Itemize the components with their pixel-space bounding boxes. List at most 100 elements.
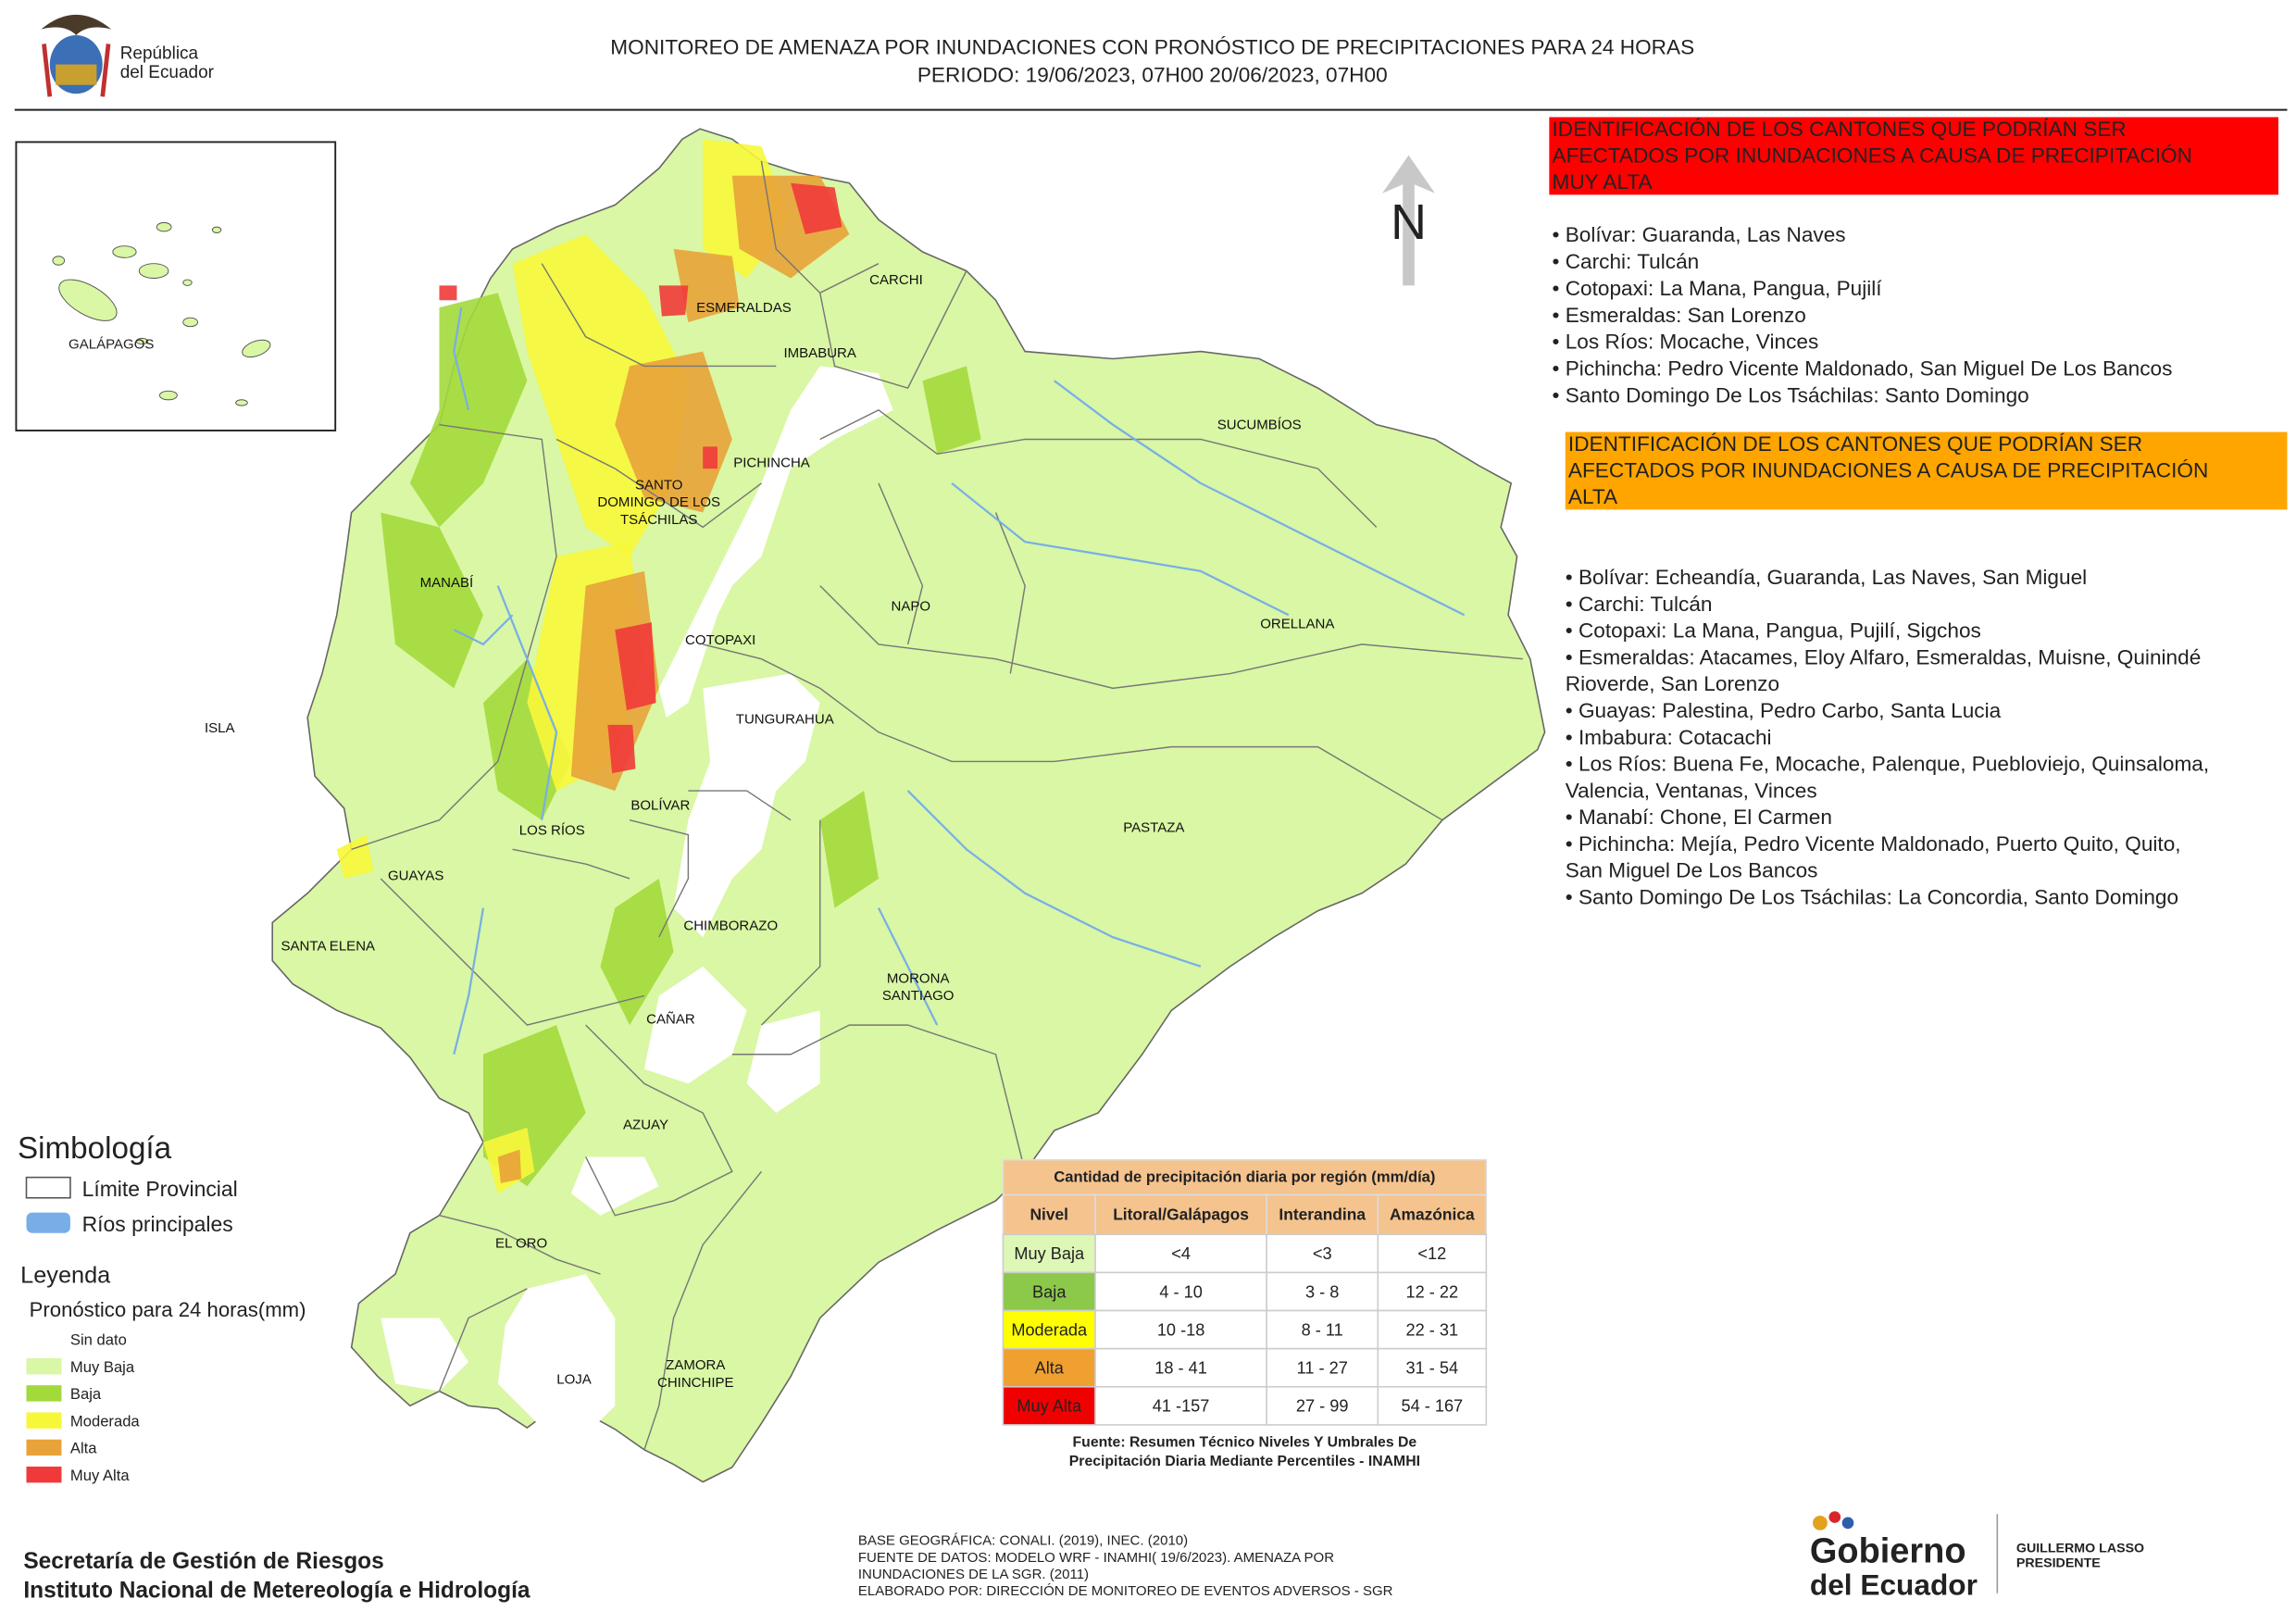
legend-swatch bbox=[26, 1466, 62, 1483]
boundary-swatch bbox=[25, 1176, 71, 1199]
province-boundary bbox=[541, 263, 777, 368]
high-item: • Bolívar: Echeandía, Guaranda, Las Nave… bbox=[1566, 566, 2087, 589]
province-boundary bbox=[731, 1024, 1026, 1172]
province-label: MANABÍ bbox=[420, 575, 474, 591]
province-label: IMBABURA bbox=[784, 345, 856, 361]
emblem-flags bbox=[42, 44, 111, 97]
table-cell-text: 12 - 22 bbox=[1406, 1282, 1459, 1301]
table-cell-text: 10 -18 bbox=[1157, 1320, 1205, 1339]
north-arrow bbox=[1382, 155, 1435, 286]
table-cell-text: Alta bbox=[1035, 1359, 1065, 1378]
river bbox=[453, 614, 514, 646]
table-cell-text: 8 - 11 bbox=[1302, 1320, 1343, 1339]
table-cell-text: 41 -157 bbox=[1153, 1397, 1210, 1416]
very-high-item: • Bolívar: Guaranda, Las Naves bbox=[1553, 223, 1846, 246]
island bbox=[182, 279, 193, 286]
precip-patch bbox=[381, 512, 483, 689]
province-label: PICHINCHA bbox=[733, 456, 810, 471]
island bbox=[135, 337, 149, 345]
table-cell bbox=[1002, 1233, 1096, 1274]
no-data-area bbox=[643, 966, 747, 1084]
precip-patch bbox=[658, 285, 689, 317]
river bbox=[877, 907, 939, 1026]
river bbox=[453, 306, 470, 411]
table-cell bbox=[1094, 1309, 1267, 1350]
island bbox=[52, 256, 66, 266]
province-label: AZUAY bbox=[623, 1117, 668, 1132]
province-label: CARCHI bbox=[869, 272, 923, 288]
high-item: • Imbabura: Cotacachi bbox=[1566, 726, 1772, 749]
institution: Instituto Nacional de Metereología e Hid… bbox=[23, 1579, 530, 1604]
province-label: SUCUMBÍOS bbox=[1217, 417, 1302, 432]
ecuador-map: CARCHI ESMERALDAS IMBABURA SUCUMBÍOS PICHINC… bbox=[205, 128, 1546, 1483]
table-header: Litoral/Galápagos bbox=[1113, 1205, 1249, 1223]
high-item: • Esmeraldas: Atacames, Eloy Alfaro, Esm… bbox=[1566, 645, 2202, 668]
high-item: San Miguel De Los Bancos bbox=[1566, 859, 1818, 882]
table-cell-text: <4 bbox=[1171, 1244, 1191, 1263]
table-header-cell bbox=[1377, 1193, 1488, 1236]
table-header: Interandina bbox=[1279, 1205, 1366, 1223]
very-high-item: • Los Ríos: Mocache, Vinces bbox=[1553, 331, 1819, 354]
table-cell bbox=[1094, 1233, 1267, 1274]
precip-patch bbox=[819, 791, 879, 908]
table-cell bbox=[1266, 1385, 1379, 1426]
island bbox=[242, 339, 271, 358]
province-label: SANTIAGO bbox=[882, 988, 955, 1004]
high-heading: AFECTADOS POR INUNDACIONES A CAUSA DE PR… bbox=[1568, 459, 2208, 482]
no-data-area bbox=[497, 1273, 616, 1435]
table-cell bbox=[1266, 1309, 1379, 1350]
province-label: CHIMBORAZO bbox=[683, 918, 778, 933]
legend-label: Sin dato bbox=[70, 1331, 127, 1349]
province-boundary bbox=[703, 643, 821, 689]
emblem bbox=[41, 14, 112, 97]
very-high-item: • Santo Domingo De Los Tsáchilas: Santo … bbox=[1553, 384, 2029, 407]
institution: Secretaría de Gestión de Riesgos bbox=[23, 1549, 383, 1574]
province-boundary bbox=[819, 270, 967, 389]
galapagos-islands: GALÁPAGOS bbox=[52, 221, 271, 406]
high-item: Rioverde, San Lorenzo bbox=[1566, 672, 1779, 695]
precip-patch bbox=[600, 878, 674, 1026]
province-boundary bbox=[878, 482, 924, 645]
island bbox=[156, 221, 172, 232]
province-boundary bbox=[760, 819, 821, 1026]
province-label: EL ORO bbox=[495, 1236, 547, 1252]
legend-label: Moderada bbox=[70, 1412, 140, 1430]
province-boundary bbox=[380, 878, 645, 1026]
high-item: • Pichincha: Mejía, Pedro Vicente Maldon… bbox=[1566, 832, 2181, 856]
precip-patch bbox=[703, 446, 718, 469]
table-cell-text: <12 bbox=[1417, 1244, 1446, 1263]
province-label: PASTAZA bbox=[1123, 819, 1184, 835]
province-label: ESMERALDAS bbox=[696, 300, 792, 316]
president: PRESIDENTE bbox=[2016, 1555, 2101, 1570]
province-label: ORELLANA bbox=[1260, 617, 1334, 632]
table-cell-text: Baja bbox=[1032, 1282, 1067, 1301]
very-high-item: • Cotopaxi: La Mana, Pangua, Pujilí bbox=[1553, 277, 1883, 300]
table-cell-text: <3 bbox=[1313, 1244, 1332, 1263]
island bbox=[235, 399, 248, 406]
president: GUILLERMO LASSO bbox=[2016, 1542, 2144, 1556]
high-item: • Los Ríos: Buena Fe, Mocache, Palenque,… bbox=[1566, 753, 2209, 776]
river bbox=[496, 585, 558, 820]
table-cell bbox=[1377, 1233, 1488, 1274]
logo-text: del Ecuador bbox=[120, 63, 214, 82]
table-cell-text: 18 - 41 bbox=[1154, 1359, 1207, 1378]
province-boundary bbox=[555, 438, 762, 529]
island bbox=[112, 245, 137, 258]
credit-line: ELABORADO POR: DIRECCIÓN DE MONITOREO DE… bbox=[858, 1583, 1393, 1599]
legend-label: Alta bbox=[70, 1440, 97, 1457]
precip-patch bbox=[673, 248, 740, 322]
emblem-band bbox=[56, 64, 97, 85]
symbology-title: Simbología bbox=[18, 1131, 172, 1166]
table-cell bbox=[1094, 1385, 1267, 1426]
table-cell bbox=[1002, 1347, 1096, 1388]
no-data-area bbox=[658, 366, 893, 718]
precip-patch bbox=[497, 1149, 522, 1183]
precip-patch bbox=[615, 351, 732, 513]
very-high-item: • Carchi: Tulcán bbox=[1553, 250, 1700, 273]
high-item: • Carchi: Tulcán bbox=[1566, 593, 1713, 616]
island bbox=[58, 279, 118, 321]
table-cell bbox=[1377, 1385, 1488, 1426]
very-high-heading: MUY ALTA bbox=[1553, 170, 1653, 194]
high-item: • Guayas: Palestina, Pedro Carbo, Santa … bbox=[1566, 699, 2002, 722]
